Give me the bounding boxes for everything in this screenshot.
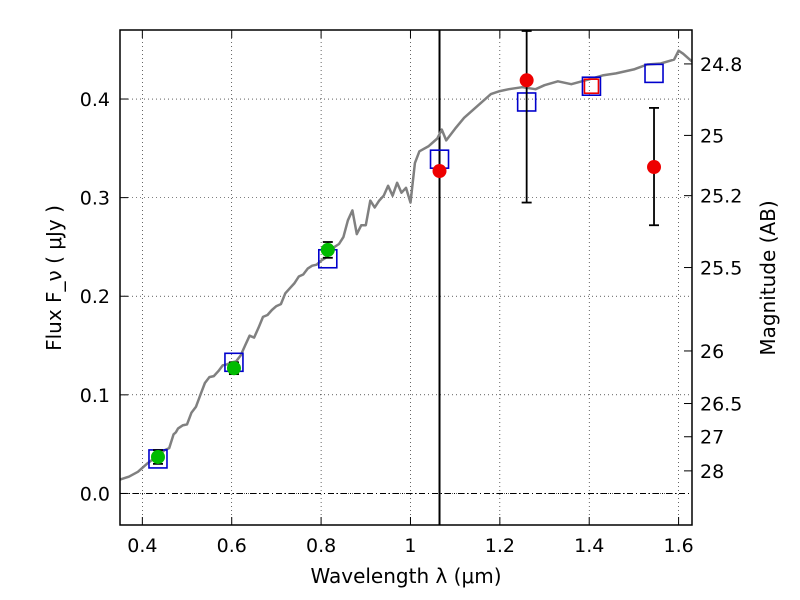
- detection-point: [150, 449, 165, 464]
- nir-observation-point: [519, 73, 534, 88]
- x-tick-label: 1.6: [663, 535, 693, 557]
- data-area: [120, 30, 692, 525]
- y-tick-label: 0.0: [80, 483, 110, 505]
- x-tick-label: 1.2: [485, 535, 515, 557]
- plot-frame: [119, 29, 693, 526]
- x-tick-label: 1: [404, 535, 416, 557]
- y2-tick-label: 25.2: [700, 186, 742, 208]
- nir-observation-point: [647, 160, 662, 175]
- model-photometry-square: [644, 63, 664, 84]
- x-tick-label: 0.6: [217, 535, 247, 557]
- x-tick-label: 0.8: [306, 535, 336, 557]
- model-photometry-square: [581, 76, 602, 97]
- detection-point: [226, 361, 241, 376]
- y-tick-label: 0.4: [80, 89, 110, 111]
- y2-tick-label: 26: [700, 341, 724, 363]
- y-tick-label: 0.2: [80, 286, 110, 308]
- detection-point: [320, 242, 335, 257]
- nir-observation-point: [432, 164, 447, 179]
- y-tick-label: 0.1: [80, 385, 110, 407]
- x-tick-label: 1.4: [574, 535, 604, 557]
- x-axis-label: Wavelength λ (μm): [310, 564, 501, 588]
- grid-lines: [120, 30, 692, 525]
- y2-tick-label: 27: [700, 427, 724, 449]
- y-axis-label: Flux F_ν ( μJy ): [42, 205, 66, 351]
- y2-axis-label: Magnitude (AB): [756, 200, 780, 355]
- axis-ticks: 0.4 0.6 0.8 1 1.2 1.4 1.6 0.0 0.1 0.2 0.3 0.4 24.8 25…: [80, 30, 742, 557]
- template-spectrum-line: [120, 49, 692, 481]
- y2-tick-label: 24.8: [700, 54, 742, 76]
- x-tick-label: 0.4: [127, 535, 157, 557]
- y2-tick-label: 25: [700, 125, 724, 147]
- y2-tick-label: 28: [700, 461, 724, 483]
- y2-tick-label: 25.5: [700, 258, 742, 280]
- open-marker-square: [583, 78, 600, 95]
- y2-tick-label: 26.5: [700, 394, 742, 416]
- y-tick-label: 0.3: [80, 188, 110, 210]
